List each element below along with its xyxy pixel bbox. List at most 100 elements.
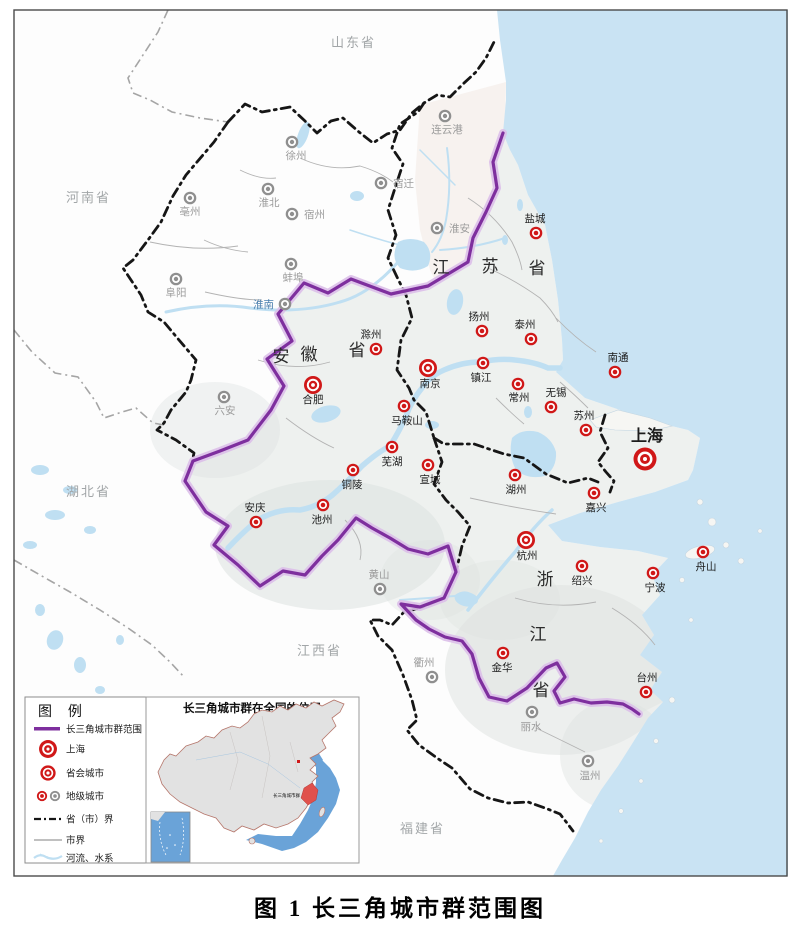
province-name-char: 江 [433,258,450,277]
city-marker: 徐州 [286,135,307,162]
city-label: 苏州 [574,409,595,422]
city-marker: 金华 [492,646,513,674]
city-label: 宿迁 [393,177,414,190]
legend-title: 图 例 [38,703,88,719]
province-name-char: 江 [530,625,547,644]
city-boundaries [149,157,656,753]
city-label: 蚌埠 [283,271,304,284]
province-name-char: 省 [533,681,550,700]
city-marker: 宁波 [645,566,666,594]
city-label: 宁波 [645,581,666,594]
legend-item: 河流、水系 [33,853,114,865]
city-marker: 泰州 [515,318,538,346]
city-marker: 舟山 [696,545,717,573]
city-marker: 温州 [580,754,601,782]
qiantang-river [466,508,554,612]
city-label: 淮安 [449,222,470,235]
city-marker: 淮南 [253,297,292,311]
city-label: 丽水 [521,721,542,733]
city-marker: 淮北 [259,182,280,209]
inset-beijing-marker [297,760,300,763]
city-marker: 马鞍山 [391,399,423,427]
cluster-boundary-line [183,131,641,716]
city-label: 南京 [420,377,441,390]
cluster-area-tint [185,133,700,714]
city-label: 连云港 [431,123,463,136]
inset-internal-lines [195,715,301,799]
city-marker: 嘉兴 [586,486,607,514]
city-label: 池州 [312,513,333,526]
grand-canal [431,147,451,253]
legend-item-label: 省会城市 [66,768,105,780]
city-marker: 亳州 [180,191,201,218]
city-marker: 宿迁 [374,176,414,190]
city-marker: 镇江 [471,356,492,384]
city-marker: 蚌埠 [283,257,304,284]
city-marker: 连云港 [431,109,463,136]
islands [589,409,763,844]
province-name-char: 苏 [482,257,499,276]
outside-province-label: 福建省 [400,821,445,836]
city-marker: 常州 [509,377,530,404]
city-marker: 铜陵 [342,463,363,491]
city-label: 宿州 [304,208,325,221]
sea [497,10,788,876]
city-label: 台州 [637,671,658,684]
city-label: 六安 [215,404,236,417]
city-label: 嘉兴 [586,501,607,514]
legend-item-label: 地级城市 [66,791,105,803]
taihu-lake [510,430,557,478]
legend-item: 长三角城市群范围 [34,724,142,736]
city-label: 金华 [492,661,513,674]
outside-province-label: 湖北省 [66,484,111,499]
city-marker: 淮安 [430,221,470,235]
city-marker: 南京 [419,359,441,390]
legend-item-label: 市界 [66,835,86,847]
city-label: 淮南 [253,298,274,311]
city-label: 阜阳 [166,286,187,299]
city-marker: 阜阳 [166,272,187,299]
city-marker: 绍兴 [572,559,593,587]
city-marker: 丽水 [521,705,542,733]
legend-item-label: 省（市）界 [66,814,114,826]
chongming-island [589,409,674,432]
legend-item: 上海 [39,740,86,758]
lakes [23,121,557,694]
legend-item-label: 上海 [66,744,86,756]
province-labels-layer: 山东省河南省湖北省江西省福建省江苏省安徽省浙江省 [66,35,554,836]
province-name-char: 省 [529,259,546,278]
city-label: 黄山 [369,568,390,581]
city-label: 湖州 [506,484,527,496]
legend-item: 省（市）界 [34,814,114,826]
inset-map: 长三角城市群在全国的位置 长三角城市群 [145,696,360,864]
province-name-char: 徽 [301,345,318,364]
legend-item: 地级城市 [36,791,105,803]
city-marker: 苏州 [574,409,595,437]
hongze-lake [394,239,431,271]
city-marker: 台州 [637,671,658,699]
city-label: 杭州 [517,549,538,562]
city-marker: 上海 [631,426,663,471]
city-label: 衢州 [414,657,435,669]
province-name-char: 安 [273,347,290,366]
inset-delta-highlight [300,782,319,806]
outer-province-boundaries [13,9,229,679]
figure-caption: 图 1 长三角城市群范围图 [254,896,546,921]
city-marker: 滁州 [361,328,383,356]
inset-hainan [248,837,256,845]
city-label: 马鞍山 [391,414,423,427]
cluster-boundary [181,129,643,718]
legend-item-label: 长三角城市群范围 [66,724,142,736]
legend-item: 市界 [34,835,86,847]
outside-province-label: 江西省 [297,643,342,658]
city-label: 舟山 [696,560,717,573]
city-marker: 六安 [215,390,236,417]
inset-taiwan [318,806,326,818]
city-label: 扬州 [469,310,490,323]
legend-item: 省会城市 [40,765,105,781]
